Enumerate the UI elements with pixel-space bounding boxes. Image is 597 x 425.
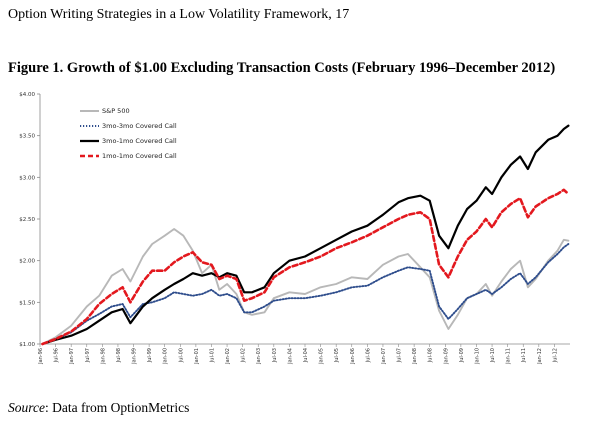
legend: S&P 500 3mo-3mo Covered Call 3mo-1mo Cover… [80,107,177,160]
legend-label: 3mo-3mo Covered Call [102,122,177,130]
source-text: : Data from OptionMetrics [45,400,190,415]
source-label: Source [8,400,45,415]
y-tick-label: $2.50 [19,217,35,223]
legend-label: S&P 500 [102,107,130,115]
x-tick-label: Jan-02 [225,348,231,365]
series-lines [41,124,570,346]
x-tick-label: Jan-07 [381,348,387,365]
y-axis: $1.00 $1.50 $2.00 $2.50 $3.00 $3.50 $4.00 [19,92,40,348]
x-axis: Jan-96 Jul-96 Jan-97 Jul-97 Jan-98 Jul-98 Jan-… [38,344,558,365]
x-tick-label: Jan-99 [132,348,138,365]
plot-frame [39,94,570,345]
page-header: Option Writing Strategies in a Low Volat… [8,7,350,22]
x-tick-label: Jan-09 [443,348,449,365]
x-tick-label: Jan-11 [506,348,512,365]
series-line-4 [41,188,570,346]
x-tick-label: Jan-98 [100,348,106,365]
x-tick-label: Jul-07 [397,348,403,363]
x-tick-label: Jul-98 [116,348,122,363]
legend-label: 1mo-1mo Covered Call [102,152,177,160]
x-tick-label: Jan-05 [319,348,325,365]
y-tick-label: $4.00 [19,92,35,98]
x-tick-label: Jul-02 [241,348,247,363]
y-tick-label: $2.00 [19,259,35,265]
x-tick-label: Jan-08 [412,348,418,365]
legend-label: 3mo-1mo Covered Call [102,137,177,145]
x-tick-label: Jul-03 [272,348,278,363]
x-tick-label: Jul-97 [85,348,91,363]
y-tick-label: $3.00 [19,175,35,181]
figure-title: Figure 1. Growth of $1.00 Excluding Tran… [8,60,556,76]
x-tick-label: Jul-04 [303,348,309,363]
x-tick-label: Jul-00 [178,348,184,363]
x-tick-label: Jan-10 [474,348,480,365]
source-note: Source: Data from OptionMetrics [8,400,189,416]
x-tick-label: Jul-96 [54,348,60,363]
y-tick-label: $3.50 [19,134,35,140]
x-tick-label: Jul-10 [490,348,496,363]
x-tick-label: Jul-01 [209,348,215,363]
x-tick-label: Jul-09 [459,348,465,363]
x-tick-label: Jul-11 [521,348,527,363]
x-tick-label: Jan-97 [69,348,75,365]
x-tick-label: Jul-05 [334,348,340,363]
x-tick-label: Jul-12 [552,348,558,363]
y-tick-label: $1.50 [19,300,35,306]
x-tick-label: Jul-06 [365,348,371,363]
x-tick-label: Jan-12 [537,348,543,365]
x-tick-label: Jan-03 [256,348,262,365]
x-tick-label: Jan-01 [194,348,200,365]
x-tick-label: Jan-00 [163,348,169,365]
x-tick-label: Jan-96 [38,348,44,365]
x-tick-label: Jan-06 [350,348,356,365]
series-line-3 [41,124,570,346]
x-tick-label: Jan-04 [287,348,293,365]
x-tick-label: Jul-99 [147,348,153,363]
x-tick-label: Jul-08 [428,348,434,363]
growth-chart: $1.00 $1.50 $2.00 $2.50 $3.00 $3.50 $4.00 Jan-… [19,92,570,365]
series-line-1 [41,228,570,345]
y-tick-label: $1.00 [19,342,35,348]
